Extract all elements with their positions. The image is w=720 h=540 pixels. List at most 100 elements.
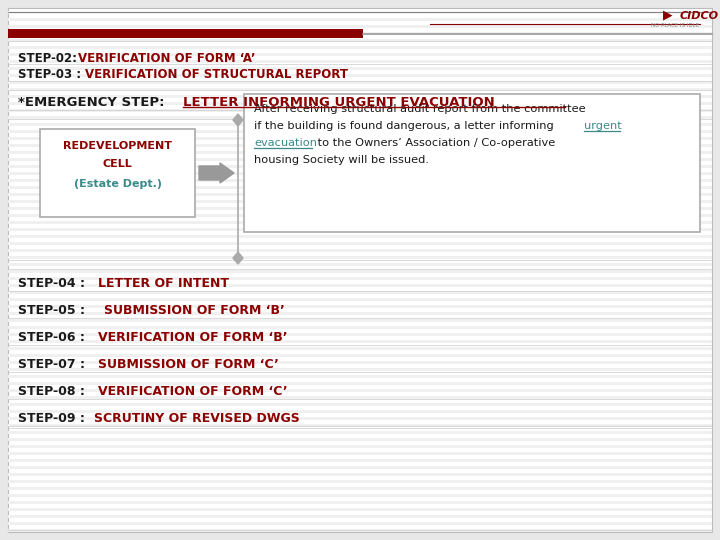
Bar <box>8 522 712 525</box>
Bar <box>8 333 712 336</box>
Bar <box>8 437 712 441</box>
Bar <box>8 234 712 238</box>
Bar <box>8 465 712 469</box>
Text: CIDCO: CIDCO <box>680 11 719 21</box>
Bar <box>8 227 712 231</box>
Text: STEP-04 :: STEP-04 : <box>18 277 89 290</box>
Bar <box>8 354 712 357</box>
Bar <box>8 199 712 203</box>
Text: CELL: CELL <box>103 159 132 169</box>
Bar <box>8 123 712 126</box>
Text: VERIFICATION OF STRUCTURAL REPORT: VERIFICATION OF STRUCTURAL REPORT <box>85 68 348 81</box>
Polygon shape <box>233 252 243 264</box>
Bar <box>8 24 712 28</box>
Bar <box>8 501 712 504</box>
Bar <box>8 444 712 448</box>
Bar <box>8 31 712 35</box>
Text: urgent: urgent <box>584 121 622 131</box>
Bar <box>8 480 712 483</box>
Bar <box>8 395 712 399</box>
Bar <box>8 186 712 189</box>
Bar <box>8 255 712 259</box>
Bar <box>8 319 712 322</box>
Bar <box>8 73 712 77</box>
Bar <box>244 94 700 232</box>
Bar <box>8 487 712 490</box>
Bar <box>8 45 712 49</box>
Bar <box>8 10 712 14</box>
Text: SCRUTINY OF REVISED DWGS: SCRUTINY OF REVISED DWGS <box>94 412 300 425</box>
Text: evacuation: evacuation <box>254 138 317 148</box>
Bar <box>8 361 712 364</box>
Bar <box>8 423 712 427</box>
Text: SUBMISSION OF FORM ‘C’: SUBMISSION OF FORM ‘C’ <box>98 358 279 371</box>
Bar <box>8 451 712 455</box>
Bar <box>8 151 712 154</box>
Bar <box>40 129 195 217</box>
Bar <box>8 368 712 371</box>
Text: if the building is found dangerous, a letter informing: if the building is found dangerous, a le… <box>254 121 557 131</box>
Bar <box>8 494 712 497</box>
Bar <box>8 248 712 252</box>
Bar <box>8 137 712 140</box>
Bar <box>8 192 712 196</box>
Text: STEP-07 :: STEP-07 : <box>18 358 89 371</box>
Text: STEP-05 :: STEP-05 : <box>18 304 94 317</box>
Text: to the Owners’ Association / Co-operative: to the Owners’ Association / Co-operativ… <box>314 138 555 148</box>
Bar <box>8 29 363 38</box>
Text: *EMERGENCY STEP:: *EMERGENCY STEP: <box>18 96 169 109</box>
Bar <box>8 94 712 98</box>
Bar <box>8 340 712 343</box>
Bar <box>8 241 712 245</box>
Bar <box>8 284 712 287</box>
Bar <box>8 130 712 133</box>
Bar <box>8 172 712 175</box>
Bar <box>8 109 712 112</box>
Text: VERIFICATION OF FORM ‘B’: VERIFICATION OF FORM ‘B’ <box>98 331 287 344</box>
Text: housing Society will be issued.: housing Society will be issued. <box>254 155 429 165</box>
Bar <box>8 165 712 168</box>
Bar <box>8 291 712 294</box>
Bar <box>8 276 712 280</box>
Text: After receiving structural audit report from the committee: After receiving structural audit report … <box>254 104 585 114</box>
Bar <box>8 179 712 182</box>
Bar <box>8 409 712 413</box>
Bar <box>8 206 712 210</box>
Bar <box>8 458 712 462</box>
Text: VERIFICATION OF FORM ‘A’: VERIFICATION OF FORM ‘A’ <box>78 52 256 65</box>
Bar <box>8 402 712 406</box>
Text: STEP-06 :: STEP-06 : <box>18 331 89 344</box>
Text: STEP-03 :: STEP-03 : <box>18 68 85 81</box>
Bar <box>8 416 712 420</box>
Bar <box>8 508 712 511</box>
Bar <box>8 312 712 315</box>
Text: SUBMISSION OF FORM ‘B’: SUBMISSION OF FORM ‘B’ <box>104 304 284 317</box>
Bar <box>8 305 712 308</box>
Bar <box>8 17 712 21</box>
Bar <box>8 116 712 119</box>
Text: ▶: ▶ <box>663 8 673 21</box>
Text: (Estate Dept.): (Estate Dept.) <box>73 179 161 189</box>
Bar <box>8 388 712 392</box>
Polygon shape <box>233 114 243 126</box>
Bar <box>8 87 712 91</box>
Text: STEP-02:: STEP-02: <box>18 52 81 65</box>
Bar <box>8 220 712 224</box>
Text: STEP-08 :: STEP-08 : <box>18 385 89 398</box>
FancyArrow shape <box>199 163 234 183</box>
Bar <box>8 375 712 378</box>
Bar <box>8 144 712 147</box>
Bar <box>8 515 712 518</box>
Bar <box>8 472 712 476</box>
Bar <box>8 80 712 84</box>
Text: LETTER OF INTENT: LETTER OF INTENT <box>98 277 229 290</box>
Bar <box>8 347 712 350</box>
Text: VERIFICATION OF FORM ‘C’: VERIFICATION OF FORM ‘C’ <box>98 385 287 398</box>
Bar <box>8 52 712 56</box>
Bar <box>8 298 712 301</box>
Bar <box>8 213 712 217</box>
Text: LETTER INFORMING URGENT EVACUATION: LETTER INFORMING URGENT EVACUATION <box>183 96 495 109</box>
Bar <box>8 59 712 63</box>
Bar <box>8 381 712 385</box>
Text: REDEVELOPMENT: REDEVELOPMENT <box>63 141 172 151</box>
